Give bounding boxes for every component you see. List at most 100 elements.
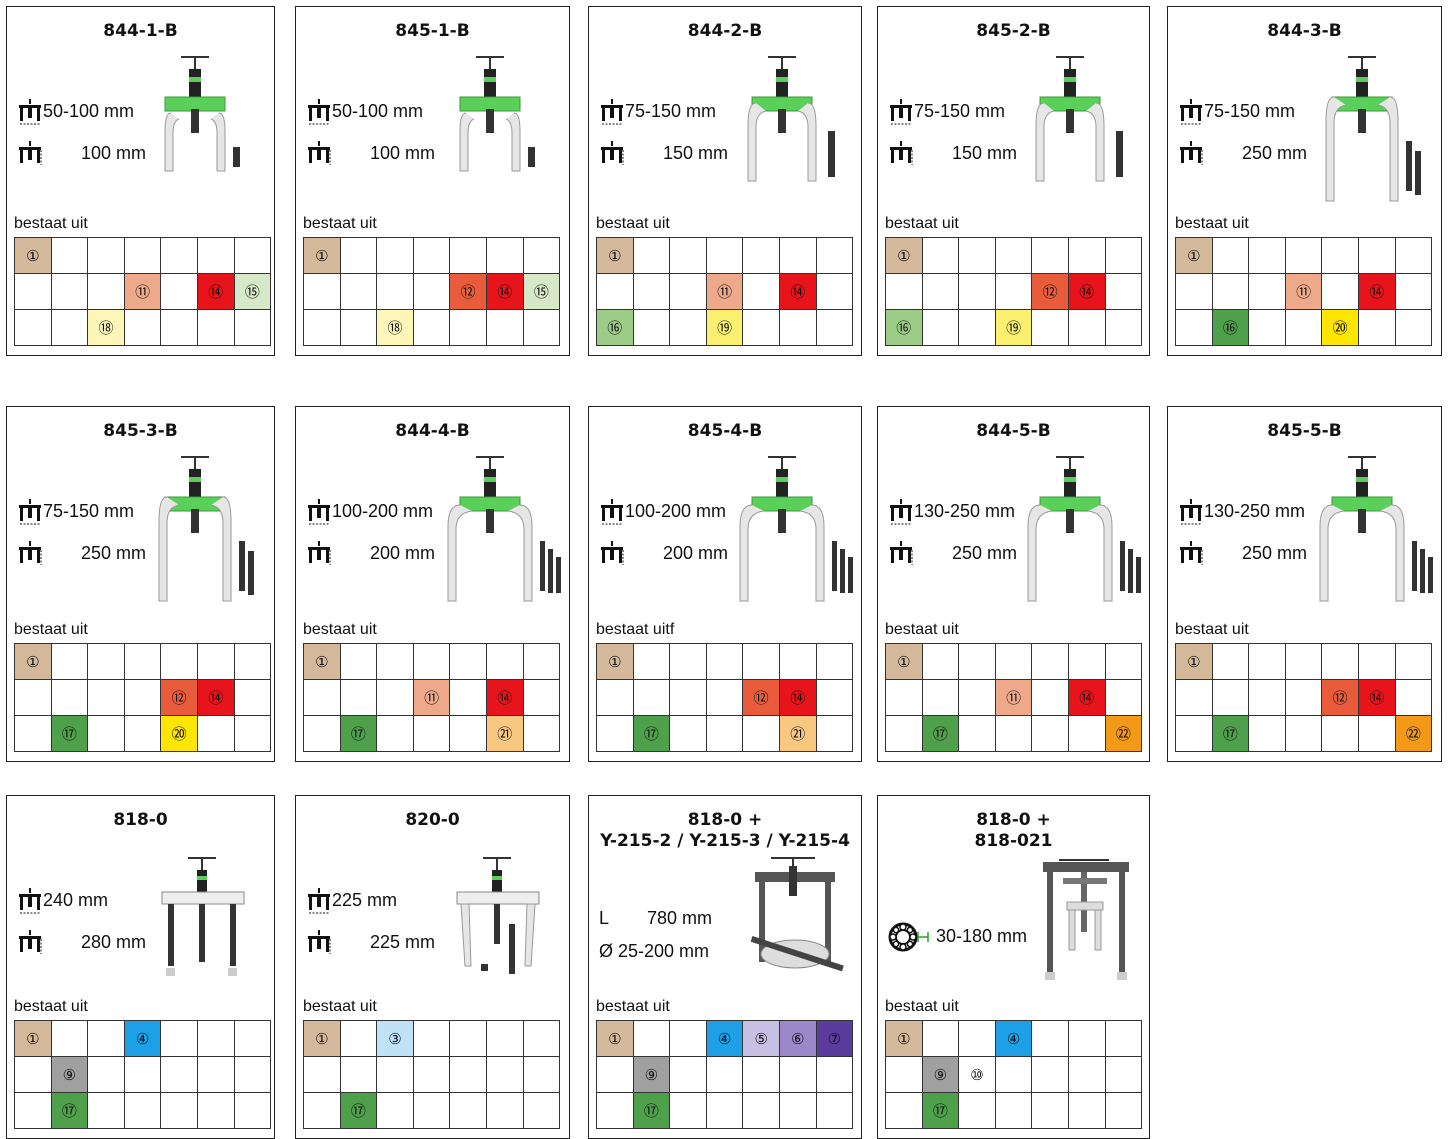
product-card: 845-2-B 75-150 mm 150 mm bestaat uit ① ⑫ ⑭ ⑯ ⑲ <box>877 6 1150 356</box>
parts-row: ① <box>303 643 561 680</box>
parts-row: ⑰ <box>14 1092 272 1129</box>
empty-cell <box>1394 309 1433 346</box>
jaw-depth-icon <box>601 541 624 565</box>
consists-of-label: bestaat uit <box>885 998 959 1015</box>
empty-cell <box>994 1092 1033 1129</box>
empty-cell <box>1394 273 1433 310</box>
empty-cell <box>669 309 707 346</box>
empty-cell <box>1104 1056 1143 1093</box>
product-image <box>453 854 543 989</box>
part-cell: ① <box>596 1020 634 1057</box>
part-cell: ⑭ <box>1067 273 1106 310</box>
empty-cell <box>522 1092 561 1129</box>
product-title: 844-2-B <box>687 21 763 41</box>
empty-cell <box>1284 679 1323 716</box>
part-cell: ① <box>885 643 923 680</box>
empty-cell <box>994 643 1033 680</box>
empty-cell <box>778 309 817 346</box>
empty-cell <box>885 679 923 716</box>
part-cell: ⑪ <box>705 273 744 310</box>
empty-cell <box>1067 1056 1106 1093</box>
part-cell: ⑯ <box>1211 309 1250 346</box>
product-image <box>738 51 854 212</box>
product-subtitle: 818-021 <box>974 831 1053 851</box>
spec-range-value: 130-250 mm <box>1204 500 1306 521</box>
empty-cell <box>669 715 707 752</box>
product-image <box>446 451 562 612</box>
consists-of-label: bestaat uit <box>885 215 959 232</box>
part-cell: ⑭ <box>485 273 524 310</box>
part-cell: ⑭ <box>1357 273 1396 310</box>
product-title: 820-0 <box>405 810 460 830</box>
empty-cell <box>449 1020 487 1057</box>
parts-row: ① <box>596 643 854 680</box>
spec-range: 240 mm <box>17 886 108 916</box>
part-cell: ① <box>885 237 923 274</box>
product-card: 818-0 + Y-215-2 / Y-215-3 / Y-215-4 L 780 m… <box>588 795 862 1139</box>
empty-cell <box>303 1056 341 1093</box>
empty-cell <box>1067 309 1106 346</box>
product-image <box>446 51 562 212</box>
empty-cell <box>1175 309 1213 346</box>
part-cell: ③ <box>376 1020 414 1057</box>
empty-cell <box>885 1092 923 1129</box>
spec-range-value: 75-150 mm <box>625 100 717 121</box>
empty-cell <box>485 237 524 274</box>
jaw-depth-icon <box>890 141 913 165</box>
part-cell: ⑳ <box>160 715 198 752</box>
spec-range-value: 100-200 mm <box>332 500 434 521</box>
product-card: 845-3-B 75-150 mm 250 mm bestaat uit ① ⑫ ⑭ ⑰ ⑳ <box>6 406 275 762</box>
part-cell: ⑫ <box>449 273 487 310</box>
spec-range: 130-250 mm <box>888 497 1015 527</box>
empty-cell <box>449 237 487 274</box>
spec-depth: 250 mm <box>17 539 146 569</box>
empty-cell <box>196 715 235 752</box>
empty-cell <box>233 643 272 680</box>
spec-range-value: 50-100 mm <box>43 100 135 121</box>
empty-cell <box>123 237 162 274</box>
spec-range-value: 130-250 mm <box>914 500 1016 521</box>
consists-of-label: bestaat uit <box>596 998 670 1015</box>
empty-cell <box>1394 679 1433 716</box>
empty-cell <box>87 273 125 310</box>
empty-cell <box>778 237 817 274</box>
empty-cell <box>958 715 996 752</box>
spec-range: 100-200 mm <box>306 497 433 527</box>
part-cell: ⑭ <box>778 679 817 716</box>
empty-cell <box>1104 679 1143 716</box>
empty-cell <box>376 1056 414 1093</box>
empty-cell <box>376 237 414 274</box>
empty-cell <box>233 1092 272 1129</box>
empty-cell <box>815 1056 854 1093</box>
parts-row: ① <box>1175 643 1433 680</box>
part-cell: ⑫ <box>1031 273 1069 310</box>
empty-cell <box>449 715 487 752</box>
empty-cell <box>705 1056 744 1093</box>
empty-cell <box>1284 237 1323 274</box>
empty-cell <box>669 679 707 716</box>
product-title: 818-0 + <box>687 810 763 830</box>
consists-of-label: bestaat uit <box>303 215 377 232</box>
consists-of-label: bestaat uit <box>303 621 377 638</box>
empty-cell <box>160 1020 198 1057</box>
empty-cell <box>123 679 162 716</box>
empty-cell <box>339 643 378 680</box>
part-cell: ⑱ <box>376 309 414 346</box>
empty-cell <box>778 1056 817 1093</box>
part-cell: ① <box>14 643 52 680</box>
empty-cell <box>885 715 923 752</box>
empty-cell <box>14 309 52 346</box>
part-cell: ⑲ <box>994 309 1033 346</box>
spec-range-value: 75-150 mm <box>1204 100 1296 121</box>
